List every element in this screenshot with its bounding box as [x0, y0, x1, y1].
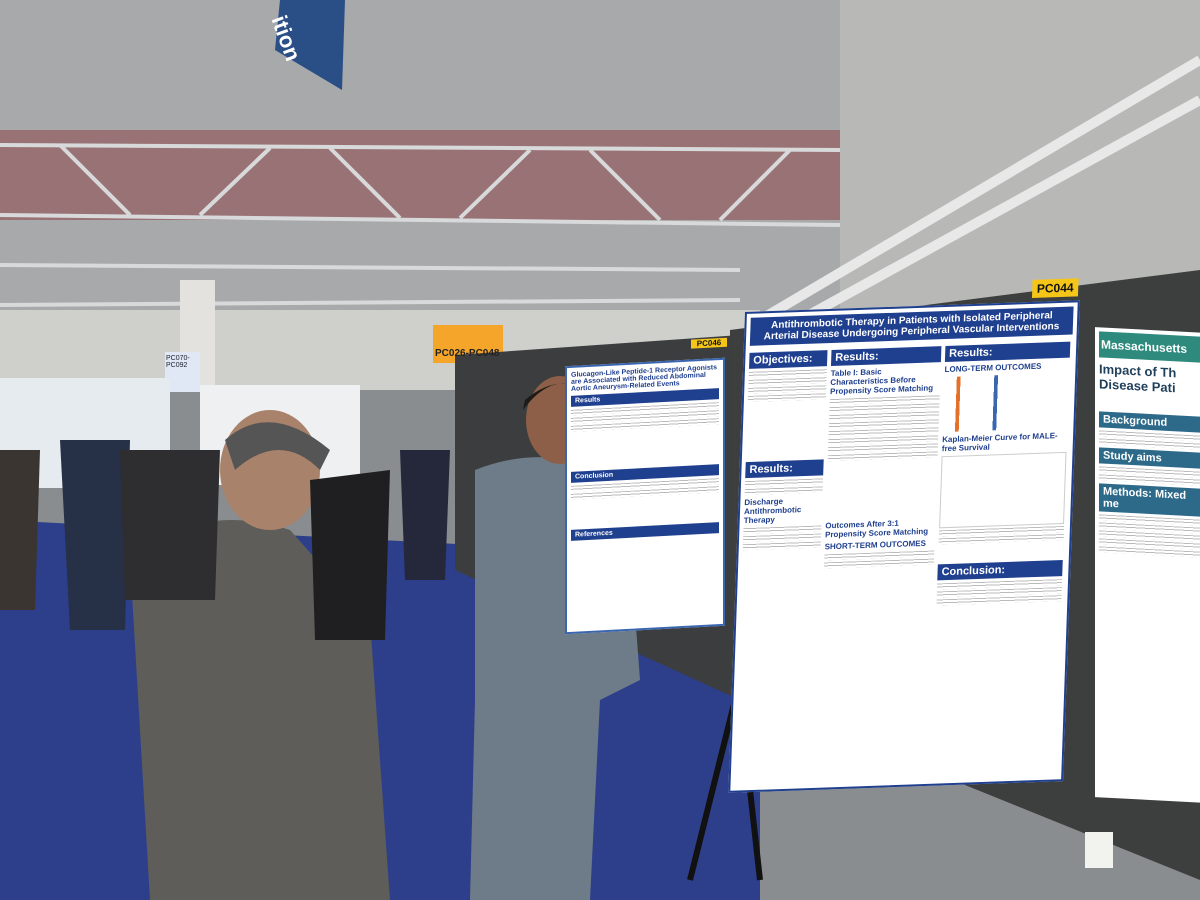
poster-code: PC044: [1031, 278, 1079, 298]
truss-band: [0, 130, 840, 220]
section: Background: [1099, 411, 1200, 433]
poster-right: Massachusetts Impact of Th Disease Pati …: [1095, 327, 1200, 803]
section: Results:: [830, 346, 942, 367]
column: Results: Table I: Basic Characteristics …: [822, 343, 942, 611]
subhead: Table I: Basic Characteristics Before Pr…: [829, 367, 934, 397]
aisle-sign-b: [165, 352, 200, 392]
column: Results: LONG-TERM OUTCOMES Kaplan-Meier…: [936, 339, 1071, 608]
section: Methods: Mixed me: [1099, 483, 1200, 517]
trusses: [0, 143, 841, 307]
km-figure: [939, 451, 1067, 529]
subhead: Outcomes After 3:1 Propensity Score Matc…: [824, 518, 929, 540]
bar-figure: [942, 372, 1070, 433]
cup: [1085, 832, 1113, 868]
poster-code: PC046: [691, 337, 727, 349]
subhead: LONG-TERM OUTCOMES: [944, 361, 1042, 375]
section: Study aims: [1099, 447, 1200, 469]
section: Conclusion:: [937, 560, 1063, 581]
subhead: SHORT-TERM OUTCOMES: [824, 538, 927, 552]
aisle-sign-text: PC070-PC092: [166, 355, 190, 369]
aisle-sign-text: PC026-PC048: [435, 348, 500, 359]
section: Results:: [944, 341, 1071, 363]
section: References: [571, 522, 719, 541]
poster-main: PC044 Antithrombotic Therapy in Patients…: [728, 278, 1080, 793]
column: Objectives: Results: Discharge Antithrom…: [740, 347, 828, 614]
poster-center: PC046 Glucagon-Like Peptide-1 Receptor A…: [565, 337, 727, 635]
banner-shape: [275, 0, 345, 90]
section: Objectives:: [749, 350, 828, 369]
institution: Massachusetts: [1099, 331, 1200, 363]
section: Results:: [745, 459, 824, 479]
subhead: Discharge Antithrombotic Therapy: [743, 496, 802, 526]
subhead: Kaplan-Meier Curve for MALE-free Surviva…: [941, 431, 1058, 454]
pipes: [757, 55, 1200, 325]
